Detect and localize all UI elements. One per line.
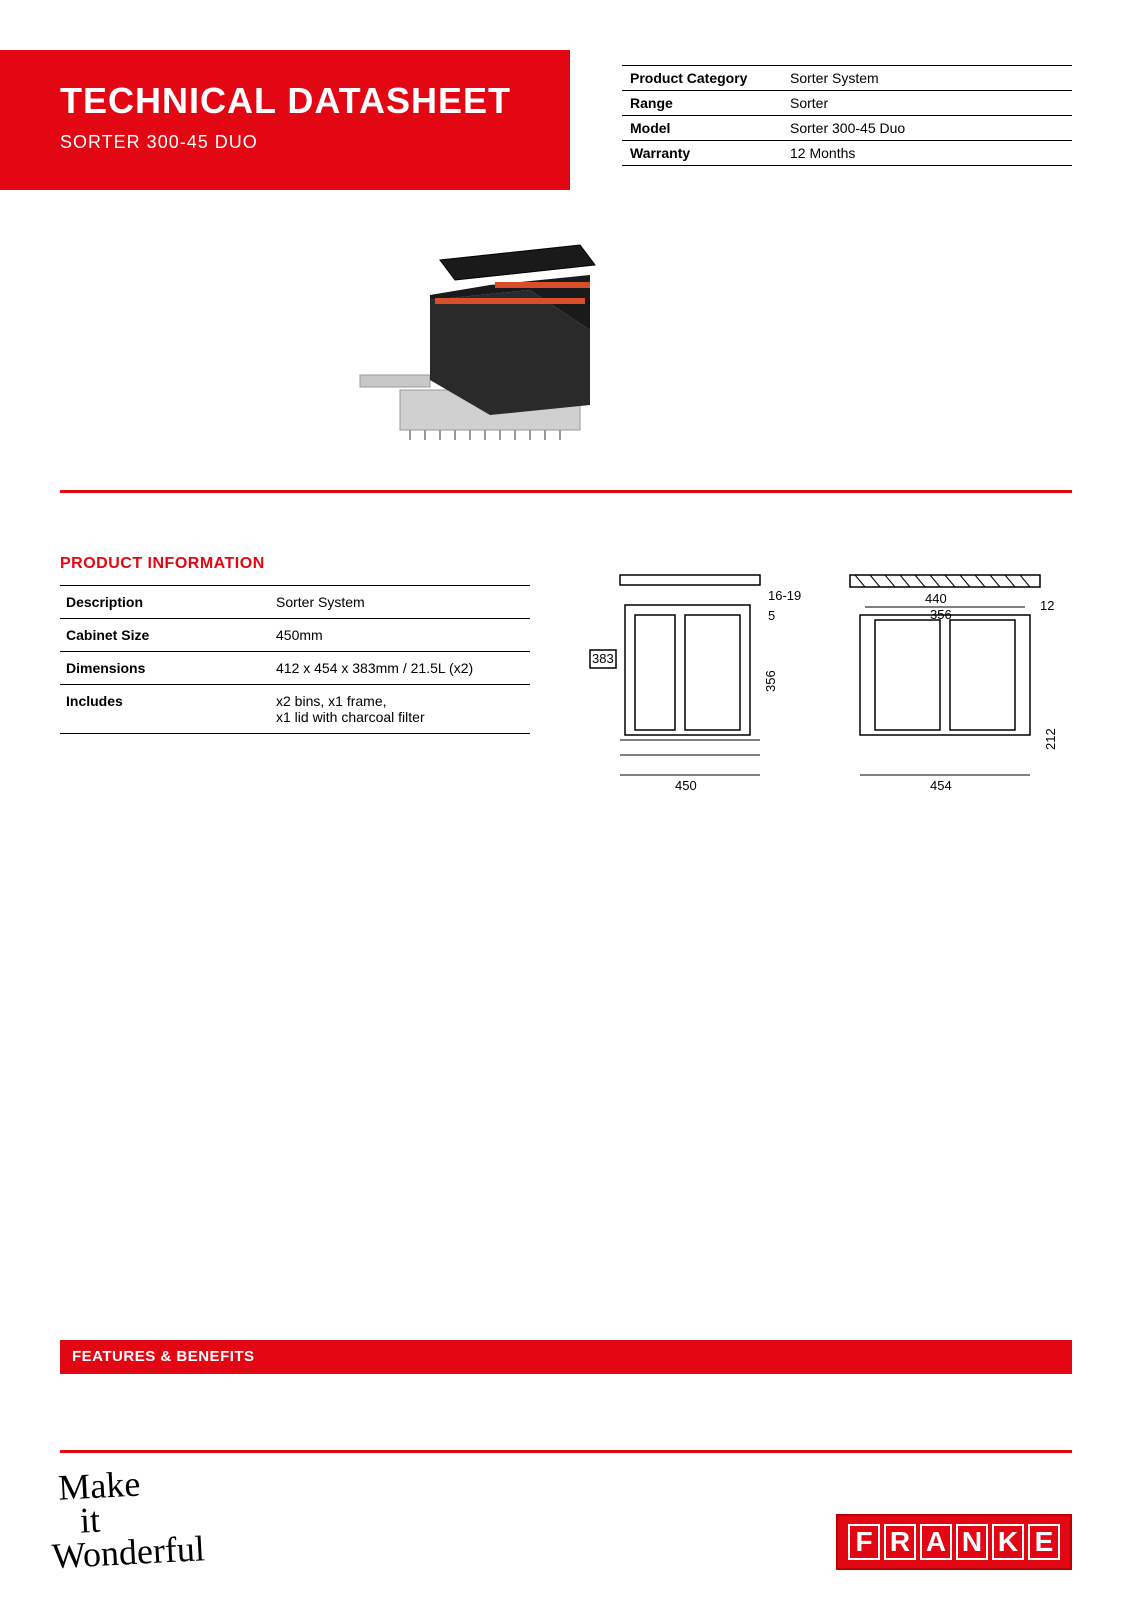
logo-letter: R: [884, 1524, 916, 1560]
info-value: 412 x 454 x 383mm / 21.5L (x2): [270, 652, 530, 685]
table-row: Description Sorter System: [60, 586, 530, 619]
spec-label: Product Category: [622, 66, 782, 91]
dim-label: 454: [930, 778, 952, 793]
brand-logo: F R A N K E: [836, 1514, 1072, 1570]
footer: Make it Wonderful F R A N K E: [60, 1450, 1072, 1570]
dim-label: 356: [763, 670, 778, 692]
spec-value: 12 Months: [782, 141, 1072, 166]
info-label: Cabinet Size: [60, 619, 270, 652]
dimension-drawing: 450 383 16-19 5 356: [580, 555, 1070, 805]
info-value: x2 bins, x1 frame, x1 lid with charcoal …: [270, 685, 530, 734]
spec-table: Product Category Sorter System Range Sor…: [622, 65, 1072, 166]
logo-letter: K: [992, 1524, 1024, 1560]
table-row: Cabinet Size 450mm: [60, 619, 530, 652]
table-row: Dimensions 412 x 454 x 383mm / 21.5L (x2…: [60, 652, 530, 685]
table-row: Product Category Sorter System: [622, 66, 1072, 91]
spec-label: Range: [622, 91, 782, 116]
section-title: PRODUCT INFORMATION: [60, 555, 265, 573]
spec-value: Sorter: [782, 91, 1072, 116]
logo-letter: N: [956, 1524, 988, 1560]
spec-label: Model: [622, 116, 782, 141]
info-label: Dimensions: [60, 652, 270, 685]
info-value: Sorter System: [270, 586, 530, 619]
spec-value: Sorter System: [782, 66, 1072, 91]
product-image: [330, 230, 650, 460]
info-label: Description: [60, 586, 270, 619]
product-info-table: Description Sorter System Cabinet Size 4…: [60, 585, 530, 734]
dim-label: 16-19: [768, 588, 801, 603]
divider: [60, 490, 1072, 493]
table-row: Warranty 12 Months: [622, 141, 1072, 166]
table-row: Model Sorter 300-45 Duo: [622, 116, 1072, 141]
table-row: Range Sorter: [622, 91, 1072, 116]
spec-label: Warranty: [622, 141, 782, 166]
logo-letter: F: [848, 1524, 880, 1560]
info-label: Includes: [60, 685, 270, 734]
features-title: FEATURES & BENEFITS: [72, 1348, 255, 1365]
dim-label: 450: [675, 778, 697, 793]
logo-letter: E: [1028, 1524, 1060, 1560]
slogan-line: Wonderful: [51, 1532, 206, 1574]
dim-label: 440: [925, 591, 947, 606]
table-row: Includes x2 bins, x1 frame, x1 lid with …: [60, 685, 530, 734]
dim-label: 5: [768, 608, 775, 623]
page-title: TECHNICAL DATASHEET: [60, 80, 530, 122]
header-block: TECHNICAL DATASHEET SORTER 300-45 DUO: [0, 50, 570, 190]
dim-label: 212: [1043, 728, 1058, 750]
dim-label: 383: [592, 651, 614, 666]
dim-label: 12: [1040, 598, 1054, 613]
features-benefits-bar: FEATURES & BENEFITS: [60, 1340, 1072, 1374]
logo-letter: A: [920, 1524, 952, 1560]
page-subtitle: SORTER 300-45 DUO: [60, 132, 530, 153]
spec-value: Sorter 300-45 Duo: [782, 116, 1072, 141]
dim-label: 356: [930, 607, 952, 622]
info-value: 450mm: [270, 619, 530, 652]
slogan: Make it Wonderful: [57, 1464, 205, 1574]
